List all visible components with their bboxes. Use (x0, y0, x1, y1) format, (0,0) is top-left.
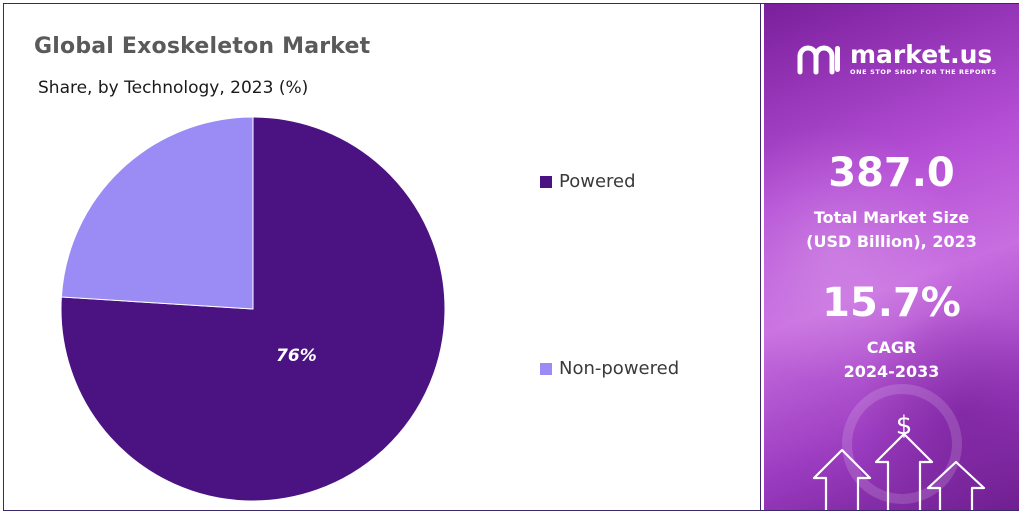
growth-arrows-decoration: $ (812, 384, 986, 510)
dollar-icon: $ (896, 411, 913, 441)
legend-label-powered: Powered (559, 171, 636, 192)
cagr-value: 15.7% (822, 280, 961, 326)
chart-subtitle: Share, by Technology, 2023 (%) (38, 78, 309, 98)
legend-item-non-powered: Non-powered (540, 358, 679, 379)
legend-swatch-non-powered (540, 362, 552, 375)
chart-title: Global Exoskeleton Market (34, 34, 371, 59)
market-us-logo-icon (797, 45, 840, 75)
brand-tagline: ONE STOP SHOP FOR THE REPORTS (850, 68, 997, 76)
cagr-label-line2: 2024-2033 (843, 362, 940, 381)
chart-panel: Global Exoskeleton Market Share, by Tech… (4, 4, 761, 510)
market-summary-panel: market.us ONE STOP SHOP FOR THE REPORTS … (764, 4, 1019, 510)
market-size-label-line1: Total Market Size (813, 208, 970, 227)
background-glow (764, 124, 964, 384)
legend-label-non-powered: Non-powered (559, 358, 680, 379)
pie-label-powered: 76% (276, 346, 317, 366)
pie-slice-non-powered (60, 116, 254, 310)
cagr-label-line1: CAGR (866, 338, 917, 357)
brand-logo: market.us ONE STOP SHOP FOR THE REPORTS (796, 42, 997, 76)
market-size-label-line2: (USD Billion), 2023 (806, 232, 977, 251)
legend-item-powered: Powered (540, 171, 636, 192)
market-size-value: 387.0 (828, 150, 955, 196)
legend-swatch-powered (540, 175, 552, 188)
brand-name: market.us (850, 40, 993, 69)
pie-slice-powered (60, 116, 446, 502)
pie-chart: 76% (60, 116, 446, 502)
